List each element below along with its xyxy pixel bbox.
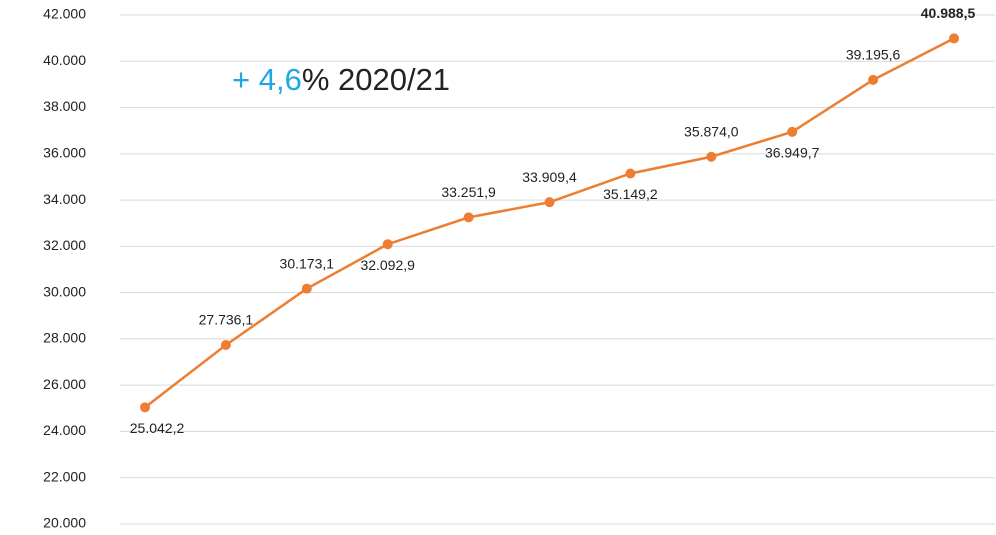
y-tick-label: 28.000 (43, 330, 86, 346)
annotation: + 4,6% 2020/21 (232, 62, 450, 97)
point (706, 151, 717, 162)
point (140, 402, 150, 413)
annotation-text: % 2020/21 (302, 62, 450, 97)
data-label: 33.909,4 (522, 169, 577, 185)
data-label: 40.988,5 (921, 5, 976, 21)
y-tick-label: 32.000 (43, 237, 86, 253)
data-label: 35.149,2 (603, 186, 658, 202)
data-label: 39.195,6 (846, 47, 901, 63)
y-tick-label: 34.000 (43, 191, 86, 207)
point (787, 126, 798, 137)
point (463, 212, 474, 223)
point (301, 283, 312, 294)
y-tick-label: 36.000 (43, 145, 86, 161)
data-label: 32.092,9 (360, 257, 415, 273)
point (544, 197, 555, 208)
y-tick-label: 20.000 (43, 515, 86, 531)
annotation-highlight: + 4,6 (232, 62, 302, 97)
data-label: 27.736,1 (199, 312, 254, 328)
point (868, 74, 879, 85)
y-tick-label: 30.000 (43, 283, 86, 299)
y-tick-label: 40.000 (43, 52, 86, 68)
y-tick-label: 24.000 (43, 422, 86, 438)
data-label: 30.173,1 (280, 255, 335, 271)
y-tick-label: 26.000 (43, 376, 86, 392)
point (220, 340, 231, 351)
y-tick-label: 22.000 (43, 468, 86, 484)
data-label: 33.251,9 (441, 184, 496, 200)
point (382, 239, 393, 250)
y-tick-label: 38.000 (43, 98, 86, 114)
point (625, 168, 636, 179)
y-tick-label: 42.000 (43, 6, 86, 22)
data-label: 35.874,0 (684, 123, 739, 139)
point (949, 33, 959, 44)
data-label: 25.042,2 (130, 420, 185, 436)
data-label: 36.949,7 (765, 145, 820, 161)
